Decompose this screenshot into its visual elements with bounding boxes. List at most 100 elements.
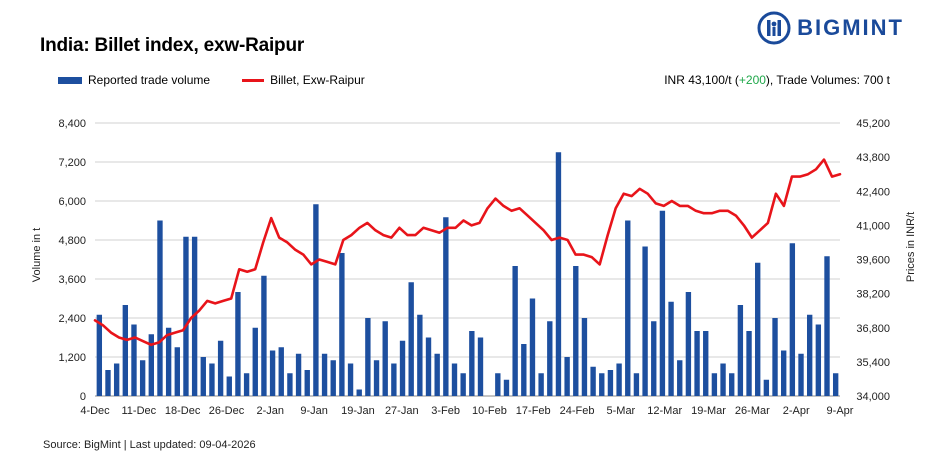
right-axis-title: Prices in INR/t bbox=[905, 212, 917, 282]
volume-bar bbox=[373, 360, 380, 396]
source-note: Source: BigMint | Last updated: 09-04-20… bbox=[43, 439, 256, 451]
right-tick-label: 43,800 bbox=[856, 152, 890, 164]
volume-bar bbox=[269, 350, 276, 396]
volume-bar bbox=[451, 363, 458, 396]
volume-bar bbox=[391, 363, 397, 396]
legend-line-label: Billet, Exw-Raipur bbox=[270, 73, 365, 87]
logo-text: BIGMINT bbox=[797, 15, 904, 40]
volume-bar bbox=[469, 331, 475, 396]
volume-bar bbox=[261, 275, 267, 396]
volume-bar bbox=[547, 321, 553, 396]
volume-bar bbox=[477, 337, 484, 396]
volume-bar bbox=[538, 373, 544, 396]
right-tick-label: 35,400 bbox=[856, 357, 890, 369]
x-tick-label: 3-Feb bbox=[431, 405, 460, 417]
volume-bar bbox=[495, 373, 501, 396]
volume-bar bbox=[382, 321, 388, 396]
legend-bar-label: Reported trade volume bbox=[88, 73, 211, 87]
gridlines bbox=[95, 122, 840, 397]
volume-bar bbox=[209, 363, 215, 396]
volume-bar bbox=[365, 318, 371, 396]
volume-bar bbox=[772, 318, 778, 396]
volume-bar bbox=[642, 246, 648, 396]
volume-bar bbox=[243, 373, 250, 396]
volume-bar bbox=[131, 324, 137, 396]
volume-bar bbox=[443, 217, 449, 396]
right-tick-label: 38,200 bbox=[856, 289, 890, 301]
x-tick-label: 4-Dec bbox=[80, 405, 110, 417]
right-tick-label: 39,600 bbox=[856, 255, 890, 267]
volume-bar bbox=[590, 366, 596, 396]
volume-bar bbox=[122, 305, 129, 396]
volume-bar bbox=[651, 321, 657, 396]
volume-bar bbox=[139, 360, 146, 396]
left-tick-label: 6,000 bbox=[58, 196, 86, 208]
volume-bar bbox=[677, 360, 683, 396]
volume-bar bbox=[832, 373, 839, 396]
chart-title: India: Billet index, exw-Raipur bbox=[40, 35, 305, 56]
left-tick-label: 7,200 bbox=[58, 157, 86, 169]
volume-bar bbox=[729, 373, 735, 396]
volume-bar bbox=[668, 301, 674, 396]
volume-bar bbox=[321, 353, 328, 396]
x-tick-label: 24-Feb bbox=[560, 405, 595, 417]
right-tick-label: 41,000 bbox=[856, 220, 890, 232]
volume-bar bbox=[460, 373, 466, 396]
volume-bar bbox=[659, 210, 666, 396]
volume-bar bbox=[503, 379, 510, 396]
left-tick-label: 3,600 bbox=[58, 274, 86, 286]
legend-line-swatch bbox=[242, 78, 265, 82]
volume-bar bbox=[330, 360, 336, 396]
price-series-line bbox=[93, 158, 842, 347]
volume-bar bbox=[356, 389, 362, 396]
volume-bar bbox=[313, 204, 319, 396]
right-tick-label: 45,200 bbox=[856, 118, 890, 130]
volume-bar bbox=[434, 353, 440, 396]
volume-bar bbox=[148, 334, 154, 396]
x-axis-ticks: 4-Dec 11-Dec 18-Dec 26-Dec 2-Jan 9-Jan 19-Jan 2… bbox=[80, 405, 853, 417]
volume-bar bbox=[581, 318, 588, 396]
volume-bar bbox=[226, 376, 232, 396]
bigmint-logo-icon bbox=[757, 11, 791, 45]
x-tick-label: 26-Dec bbox=[209, 405, 245, 417]
volume-bar bbox=[806, 314, 813, 396]
volume-bar bbox=[746, 331, 752, 396]
volume-bar bbox=[165, 327, 172, 396]
volume-bar bbox=[287, 373, 293, 396]
right-tick-label: 42,400 bbox=[856, 186, 890, 198]
volume-bar bbox=[529, 298, 536, 396]
left-tick-label: 0 bbox=[80, 391, 86, 403]
volume-bar bbox=[694, 331, 700, 396]
x-tick-label: 10-Feb bbox=[472, 405, 507, 417]
legend-bar-swatch bbox=[58, 76, 82, 84]
left-axis-title: Volume in t bbox=[31, 228, 43, 282]
x-tick-label: 12-Mar bbox=[647, 405, 682, 417]
left-tick-label: 8,400 bbox=[58, 118, 86, 130]
volume-bar bbox=[235, 292, 241, 396]
volume-bar bbox=[408, 282, 414, 396]
x-tick-label: 9-Apr bbox=[827, 405, 854, 417]
volume-bar bbox=[347, 363, 354, 396]
volume-bar bbox=[105, 370, 111, 396]
volume-bar bbox=[399, 340, 406, 396]
x-tick-label: 11-Dec bbox=[121, 405, 156, 417]
volume-bar bbox=[633, 373, 640, 396]
volume-bar bbox=[711, 373, 718, 396]
price-line bbox=[93, 158, 842, 347]
volume-bar bbox=[703, 331, 709, 396]
volume-bar bbox=[339, 253, 345, 396]
volume-bar bbox=[625, 220, 631, 396]
price-summary: INR 43,100/t (+200), Trade Volumes: 700 … bbox=[664, 73, 890, 87]
volume-bar bbox=[685, 292, 692, 396]
volume-bar bbox=[96, 314, 103, 396]
volume-bar bbox=[720, 363, 726, 396]
volume-bar bbox=[815, 324, 822, 396]
volume-bar bbox=[521, 344, 527, 396]
left-tick-label: 1,200 bbox=[58, 352, 86, 364]
volume-bar bbox=[573, 266, 579, 396]
left-tick-label: 4,800 bbox=[58, 235, 86, 247]
summary-change: +200 bbox=[738, 73, 766, 87]
volume-bar bbox=[607, 370, 614, 396]
volume-bar bbox=[737, 305, 744, 396]
